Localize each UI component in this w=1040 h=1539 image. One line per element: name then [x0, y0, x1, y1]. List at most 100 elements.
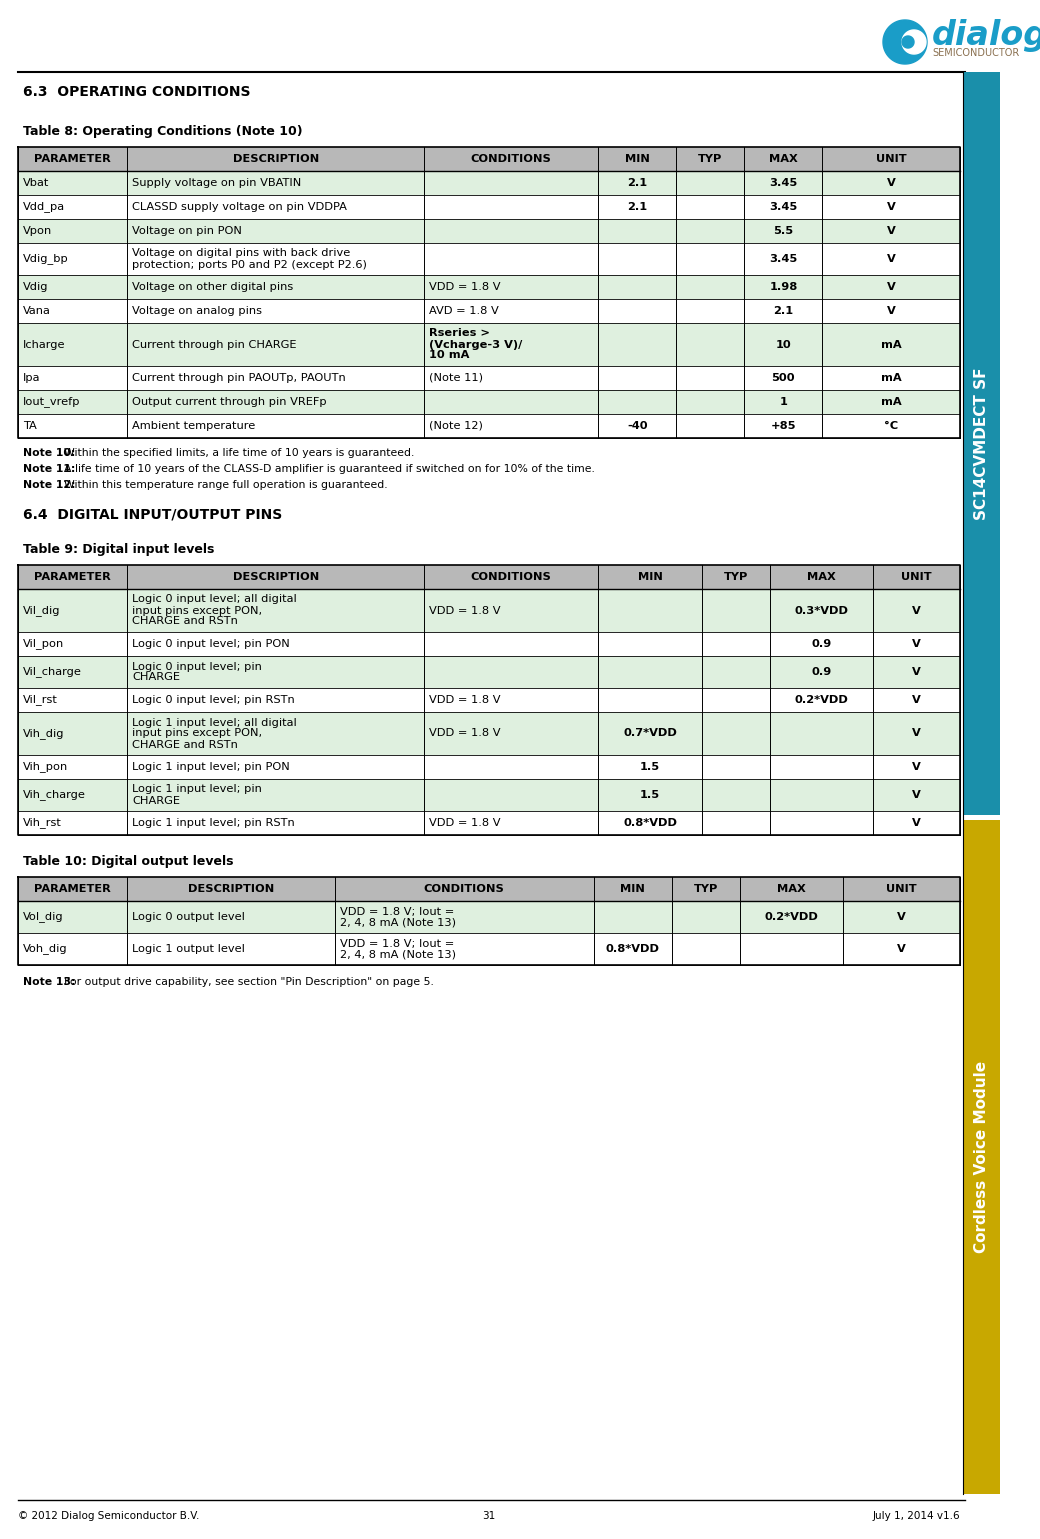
- Text: TYP: TYP: [724, 573, 748, 582]
- Text: Ipa: Ipa: [23, 372, 41, 383]
- Text: For output drive capability, see section "Pin Description" on page 5.: For output drive capability, see section…: [57, 977, 434, 986]
- Polygon shape: [902, 35, 914, 48]
- Text: 2, 4, 8 mA (Note 13): 2, 4, 8 mA (Note 13): [339, 950, 456, 959]
- Text: 2, 4, 8 mA (Note 13): 2, 4, 8 mA (Note 13): [339, 917, 456, 928]
- Text: V: V: [912, 762, 921, 773]
- Text: MAX: MAX: [777, 883, 806, 894]
- Bar: [18, 713, 960, 756]
- Text: input pins except PON,: input pins except PON,: [132, 605, 262, 616]
- Text: Vil_dig: Vil_dig: [23, 605, 60, 616]
- Text: Vdig: Vdig: [23, 282, 49, 292]
- Bar: [18, 195, 960, 219]
- Text: V: V: [898, 943, 906, 954]
- Text: Table 9: Digital input levels: Table 9: Digital input levels: [23, 543, 214, 556]
- Text: CONDITIONS: CONDITIONS: [423, 883, 504, 894]
- Text: SEMICONDUCTOR: SEMICONDUCTOR: [932, 48, 1019, 58]
- Text: Table 8: Operating Conditions (Note 10): Table 8: Operating Conditions (Note 10): [23, 125, 303, 139]
- Text: VDD = 1.8 V: VDD = 1.8 V: [430, 819, 500, 828]
- Text: Supply voltage on pin VBATIN: Supply voltage on pin VBATIN: [132, 179, 302, 188]
- Text: 0.7*VDD: 0.7*VDD: [623, 728, 677, 739]
- Text: Voh_dig: Voh_dig: [23, 943, 68, 954]
- Text: A life time of 10 years of the CLASS-D amplifier is guaranteed if switched on fo: A life time of 10 years of the CLASS-D a…: [57, 463, 595, 474]
- Text: 5.5: 5.5: [774, 226, 794, 235]
- Text: V: V: [912, 696, 921, 705]
- Text: MAX: MAX: [807, 573, 836, 582]
- Bar: [18, 656, 960, 688]
- Text: Ambient temperature: Ambient temperature: [132, 422, 256, 431]
- Text: MIN: MIN: [625, 154, 650, 165]
- Text: V: V: [898, 913, 906, 922]
- Text: V: V: [887, 202, 895, 212]
- Text: Logic 0 output level: Logic 0 output level: [132, 913, 245, 922]
- Text: Vdd_pa: Vdd_pa: [23, 202, 66, 212]
- Text: VDD = 1.8 V: VDD = 1.8 V: [430, 282, 500, 292]
- Text: 0.2*VDD: 0.2*VDD: [795, 696, 849, 705]
- Text: (Note 12): (Note 12): [430, 422, 483, 431]
- Text: MAX: MAX: [769, 154, 798, 165]
- Text: +85: +85: [771, 422, 797, 431]
- Text: CLASSD supply voltage on pin VDDPA: CLASSD supply voltage on pin VDDPA: [132, 202, 347, 212]
- Text: TYP: TYP: [698, 154, 723, 165]
- Text: MIN: MIN: [638, 573, 662, 582]
- Text: © 2012 Dialog Semiconductor B.V.: © 2012 Dialog Semiconductor B.V.: [18, 1511, 200, 1521]
- Text: Logic 1 output level: Logic 1 output level: [132, 943, 245, 954]
- Text: AVD = 1.8 V: AVD = 1.8 V: [430, 306, 499, 315]
- Text: Table 10: Digital output levels: Table 10: Digital output levels: [23, 856, 234, 868]
- Text: SC14CVMDECT SF: SC14CVMDECT SF: [974, 368, 989, 520]
- Text: 0.9: 0.9: [811, 666, 832, 677]
- Text: -40: -40: [627, 422, 648, 431]
- Text: Vih_dig: Vih_dig: [23, 728, 64, 739]
- Text: 0.2*VDD: 0.2*VDD: [764, 913, 818, 922]
- Text: 10 mA: 10 mA: [430, 351, 469, 360]
- Text: input pins except PON,: input pins except PON,: [132, 728, 262, 739]
- Text: Voltage on pin PON: Voltage on pin PON: [132, 226, 242, 235]
- Text: 6.3  OPERATING CONDITIONS: 6.3 OPERATING CONDITIONS: [23, 85, 251, 98]
- Text: PARAMETER: PARAMETER: [34, 883, 111, 894]
- Text: Within the specified limits, a life time of 10 years is guaranteed.: Within the specified limits, a life time…: [57, 448, 415, 459]
- Text: Logic 1 input level; all digital: Logic 1 input level; all digital: [132, 717, 297, 728]
- Text: Note 13:: Note 13:: [23, 977, 76, 986]
- Text: °C: °C: [884, 422, 899, 431]
- Text: CHARGE and RSTn: CHARGE and RSTn: [132, 617, 238, 626]
- Text: 1.5: 1.5: [640, 790, 660, 800]
- Text: PARAMETER: PARAMETER: [34, 154, 111, 165]
- Bar: [18, 323, 960, 366]
- Text: Vih_charge: Vih_charge: [23, 790, 86, 800]
- Text: 1.98: 1.98: [770, 282, 798, 292]
- Text: dialog: dialog: [932, 20, 1040, 52]
- Text: Vih_rst: Vih_rst: [23, 817, 61, 828]
- Text: VDD = 1.8 V: VDD = 1.8 V: [430, 696, 500, 705]
- Bar: [18, 633, 960, 656]
- Text: V: V: [887, 254, 895, 265]
- Bar: [18, 779, 960, 811]
- Text: V: V: [912, 639, 921, 649]
- Text: Current through pin PAOUTp, PAOUTn: Current through pin PAOUTp, PAOUTn: [132, 372, 346, 383]
- Text: VDD = 1.8 V; Iout =: VDD = 1.8 V; Iout =: [339, 939, 453, 948]
- Bar: [18, 219, 960, 243]
- Text: UNIT: UNIT: [902, 573, 932, 582]
- Text: Vana: Vana: [23, 306, 51, 315]
- Bar: [18, 366, 960, 389]
- Text: 1: 1: [779, 397, 787, 406]
- Text: Cordless Voice Module: Cordless Voice Module: [974, 1060, 989, 1253]
- Text: TYP: TYP: [694, 883, 718, 894]
- Text: Logic 0 input level; pin: Logic 0 input level; pin: [132, 662, 262, 671]
- Text: Vil_charge: Vil_charge: [23, 666, 82, 677]
- Polygon shape: [902, 29, 926, 54]
- Text: Rseries >: Rseries >: [430, 328, 490, 339]
- Text: Icharge: Icharge: [23, 340, 66, 349]
- Text: 2.1: 2.1: [627, 179, 648, 188]
- Text: 1.5: 1.5: [640, 762, 660, 773]
- Text: Within this temperature range full operation is guaranteed.: Within this temperature range full opera…: [57, 480, 388, 489]
- Text: Voltage on analog pins: Voltage on analog pins: [132, 306, 262, 315]
- Text: Vpon: Vpon: [23, 226, 52, 235]
- Text: Iout_vrefp: Iout_vrefp: [23, 397, 80, 408]
- Text: 500: 500: [772, 372, 796, 383]
- Text: mA: mA: [881, 340, 902, 349]
- Text: DESCRIPTION: DESCRIPTION: [233, 573, 319, 582]
- Text: Vil_rst: Vil_rst: [23, 694, 58, 705]
- Bar: [18, 900, 960, 933]
- Text: UNIT: UNIT: [876, 154, 907, 165]
- Bar: [18, 877, 960, 900]
- Text: (Vcharge-3 V)/: (Vcharge-3 V)/: [430, 340, 522, 349]
